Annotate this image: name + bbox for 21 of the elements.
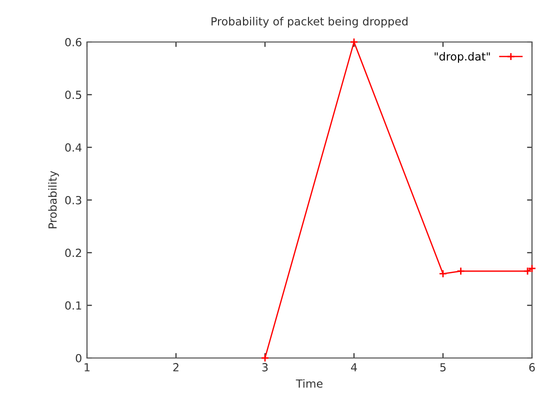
y-axis-title: Probability [48,170,59,228]
x-tick-label: 5 [440,363,446,372]
x-tick-label: 4 [351,363,357,372]
point [350,38,358,46]
chart-title: Probability of packet being dropped [212,16,408,28]
y-tick-label: 0 [76,354,82,362]
point [438,270,448,278]
x-tick-label: 3 [262,363,268,372]
y-tick-label: 0.4 [65,143,82,152]
y-tick-label: 0.1 [65,301,82,310]
point [456,266,465,276]
y-tick-label: 0.3 [65,196,82,204]
legend-label: "drop.dat" [434,52,490,63]
x-tick-label: 2 [173,363,178,372]
y-tick-label: 0.2 [65,248,82,258]
x-tick-label: 1 [84,363,90,372]
y-tick-label: 0.5 [65,90,82,100]
x-tick-label: 6 [529,363,535,372]
x-axis-title: Time [296,379,322,388]
point [260,354,270,362]
y-tick-label: 0.6 [65,38,82,46]
